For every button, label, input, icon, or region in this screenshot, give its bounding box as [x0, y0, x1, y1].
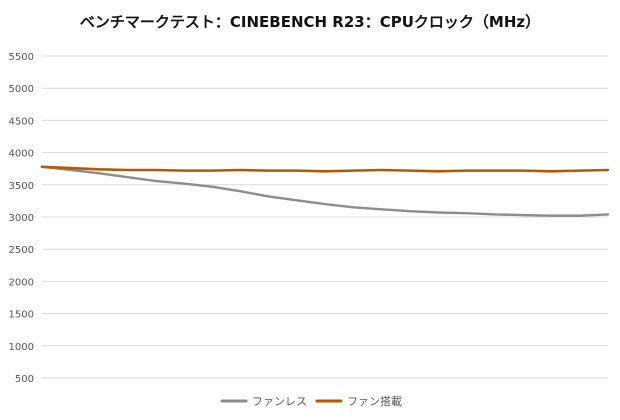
- series-point-2: [239, 169, 241, 171]
- y-tick-label: 3500: [9, 181, 34, 192]
- series-point-2: [126, 169, 128, 171]
- series-point-1: [211, 185, 213, 188]
- series-point-2: [69, 167, 72, 169]
- series-point-1: [409, 210, 411, 213]
- series-point-1: [550, 214, 553, 217]
- series-point-2: [211, 169, 213, 172]
- series-point-1: [352, 206, 355, 209]
- series-point-1: [437, 211, 440, 214]
- series-point-1: [154, 180, 156, 182]
- y-tick-label: 2500: [9, 245, 34, 256]
- y-tick-label: 4500: [9, 116, 34, 127]
- series-point-2: [409, 169, 411, 172]
- series-point-2: [437, 170, 440, 173]
- series-point-2: [295, 169, 298, 172]
- legend-label-1: ファンレス: [252, 395, 307, 408]
- y-tick-label: 5000: [9, 84, 34, 95]
- y-tick-label: 500: [15, 374, 34, 385]
- series-point-1: [324, 203, 326, 205]
- series-point-2: [154, 169, 156, 171]
- series-point-1: [578, 214, 581, 217]
- series-point-2: [97, 168, 100, 171]
- y-tick-label: 5500: [9, 52, 34, 63]
- series-point-1: [97, 172, 100, 175]
- series-point-1: [267, 195, 270, 198]
- y-tick-label: 1000: [9, 342, 34, 353]
- series-point-1: [182, 182, 185, 185]
- series-point-2: [182, 169, 185, 172]
- chart-title: ベンチマークテスト：CINEBENCH R23：CPUクロック（MHz）: [79, 13, 541, 31]
- series-point-1: [239, 190, 241, 193]
- series-point-2: [380, 169, 383, 171]
- series-point-2: [550, 170, 553, 173]
- y-tick-label: 1500: [9, 310, 34, 321]
- series-point-2: [465, 169, 468, 172]
- series-point-1: [126, 176, 128, 178]
- series-point-2: [324, 170, 326, 173]
- legend-label-2: ファン搭載: [347, 395, 402, 408]
- series-point-2: [522, 169, 524, 172]
- series-point-1: [607, 213, 609, 216]
- series-point-1: [69, 169, 72, 171]
- series-point-1: [465, 212, 468, 214]
- series-point-1: [295, 199, 298, 202]
- series-point-2: [494, 169, 496, 172]
- y-tick-label: 2000: [9, 277, 34, 288]
- series-point-2: [267, 169, 270, 172]
- series-point-2: [607, 169, 609, 171]
- series-point-2: [352, 169, 355, 172]
- series-point-1: [494, 213, 496, 216]
- series-point-2: [578, 169, 581, 172]
- series-line-1: [40, 165, 610, 217]
- series-point-1: [522, 214, 524, 216]
- series-point-1: [380, 208, 383, 211]
- series-point-2: [41, 165, 43, 168]
- y-tick-label: 4000: [9, 149, 34, 160]
- y-tick-label: 3000: [9, 213, 34, 224]
